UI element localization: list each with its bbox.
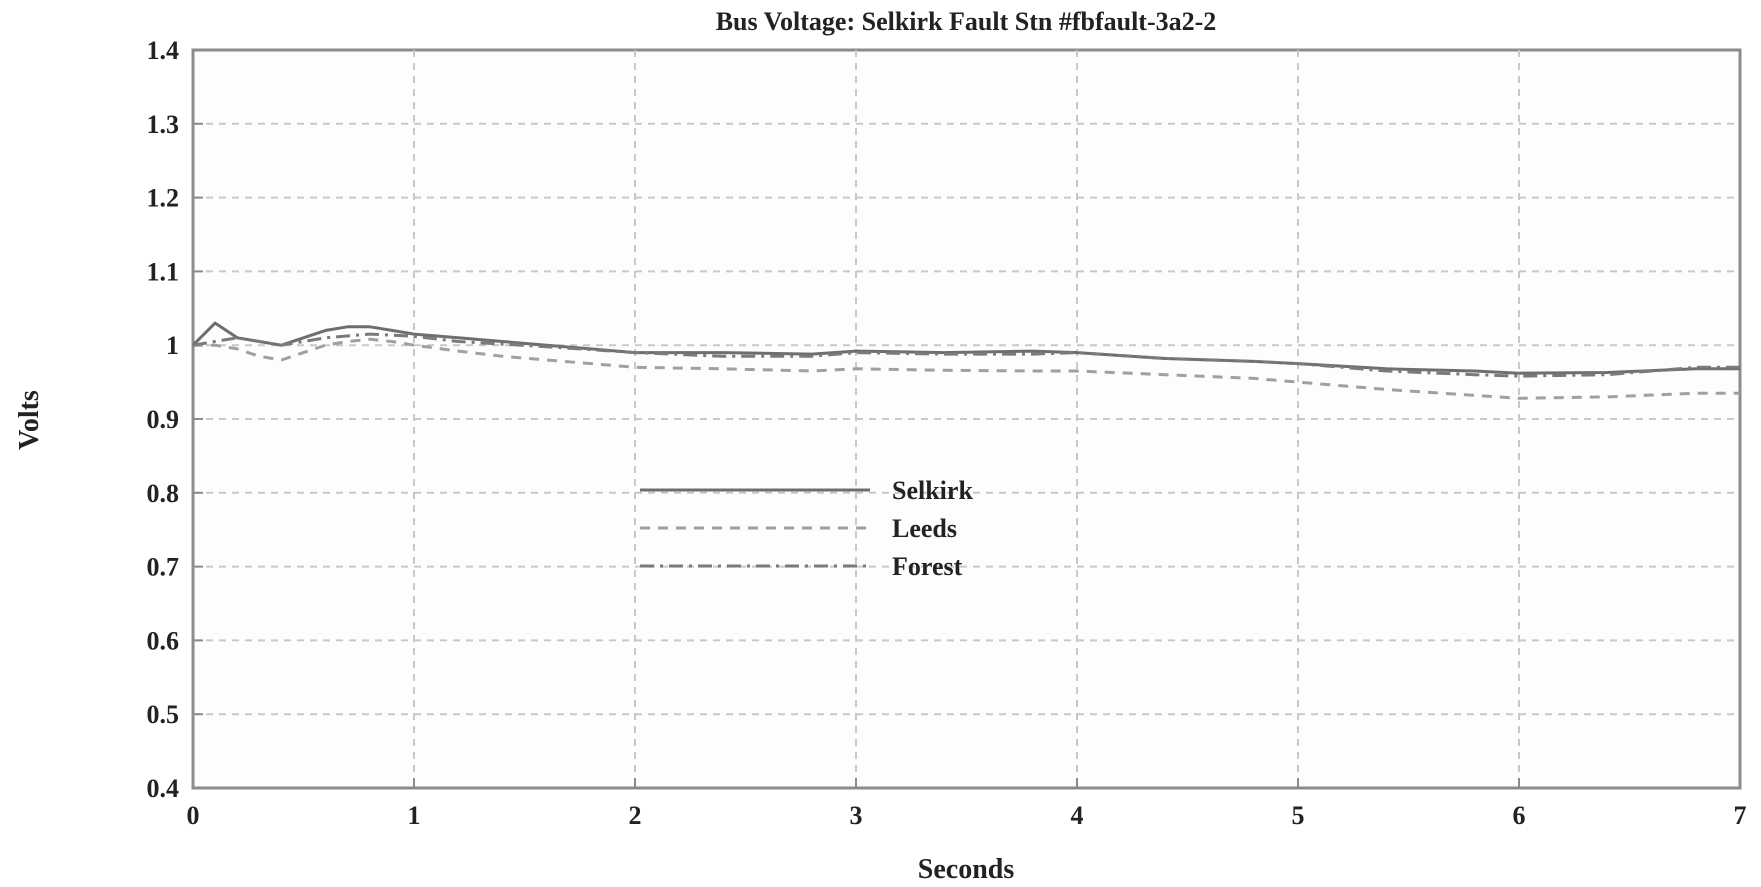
y-tick-label: 1.1 [147, 257, 180, 286]
legend-label-selkirk: Selkirk [892, 476, 973, 505]
grid-lines [193, 50, 1740, 788]
x-tick-label: 6 [1513, 801, 1526, 830]
legend-label-leeds: Leeds [892, 514, 957, 543]
x-tick-label: 3 [850, 801, 863, 830]
y-tick-label: 1.4 [147, 36, 180, 65]
series-line-leeds [193, 337, 1740, 400]
y-tick-label: 1 [166, 331, 179, 360]
x-axis-label: Seconds [918, 854, 1015, 885]
x-tick-label: 5 [1292, 801, 1305, 830]
x-tick-label: 7 [1734, 801, 1747, 830]
y-tick-label: 0.5 [147, 700, 180, 729]
y-tick-label: 0.9 [147, 405, 180, 434]
y-axis-ticks: 0.4 0.5 0.6 0.7 0.8 0.9 1 1.1 1.2 1.3 1.4 [147, 36, 203, 803]
y-tick-label: 0.7 [147, 553, 180, 582]
x-axis-ticks: 0 1 2 3 4 5 6 7 [187, 778, 1747, 830]
y-tick-label: 1.2 [147, 184, 180, 213]
y-tick-label: 0.4 [147, 774, 180, 803]
chart-title: Bus Voltage: Selkirk Fault Stn #fbfault-… [716, 7, 1217, 36]
legend: Selkirk Leeds Forest [640, 476, 973, 581]
y-tick-label: 0.8 [147, 479, 180, 508]
x-tick-label: 2 [629, 801, 642, 830]
y-tick-label: 1.3 [147, 110, 180, 139]
x-tick-label: 0 [187, 801, 200, 830]
x-tick-label: 1 [408, 801, 421, 830]
legend-label-forest: Forest [892, 552, 963, 581]
y-tick-label: 0.6 [147, 626, 180, 655]
y-axis-label: Volts [14, 390, 45, 450]
x-tick-label: 4 [1071, 801, 1084, 830]
series-lines [191, 321, 1740, 400]
